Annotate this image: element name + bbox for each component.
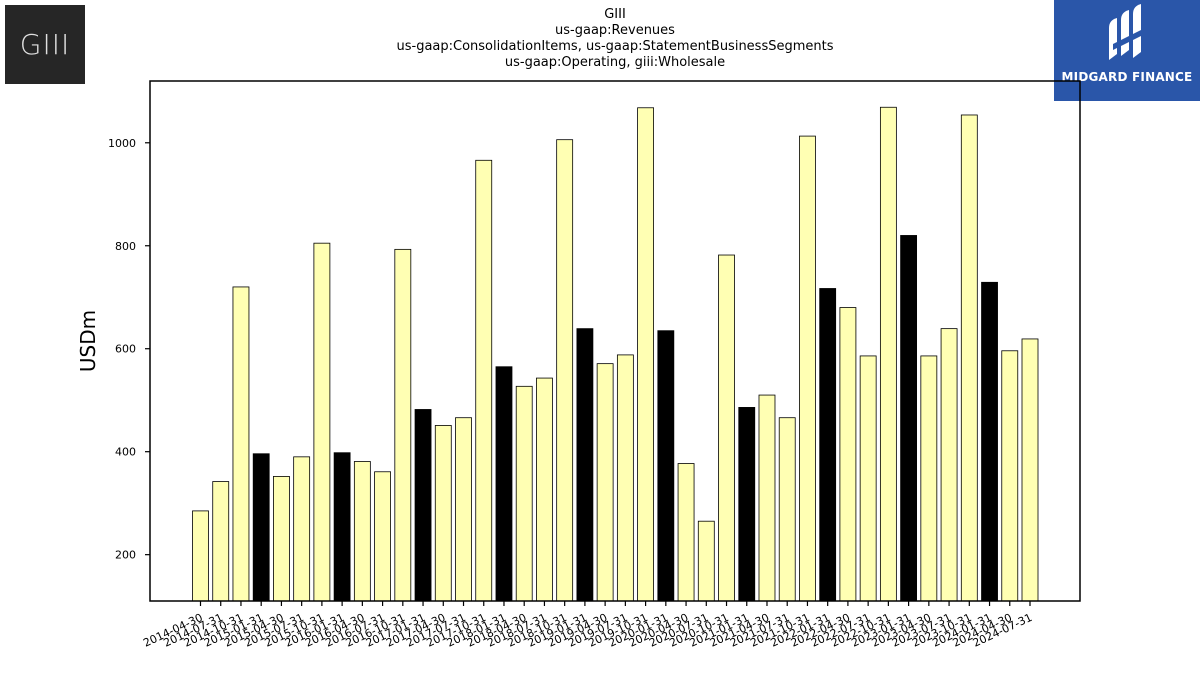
bar-2019-07-31 [616,354,634,602]
bar-2016-01-31 [333,452,351,602]
bar-2018-10-31 [556,139,574,602]
bar-2020-07-31 [697,520,715,602]
y-tick-label-400: 400 [115,446,136,459]
bar-2022-10-31 [879,106,897,602]
giii-logo-text: GIII [19,28,71,61]
y-tick-label-200: 200 [115,549,136,562]
bar-2016-07-31 [374,471,391,602]
bar-2015-01-31 [252,453,270,602]
midgard-mark-icon [1109,4,1145,60]
bar-2023-07-31 [940,328,958,602]
bar-2017-04-30 [434,425,452,602]
bar-2020-01-31 [657,330,675,602]
bar-2021-07-31 [778,417,796,602]
y-axis: 200 400 600 800 1000 [108,137,150,562]
bar-2016-10-31 [394,248,412,602]
y-axis-label: USDm [76,310,100,372]
bar-2021-10-31 [799,135,816,602]
bar-2015-10-31 [313,242,331,602]
bar-2024-04-30 [1001,350,1019,602]
bar-2023-01-31 [900,235,918,602]
bar-2017-01-31 [414,409,432,602]
x-axis: 2014-04-302014-07-312014-10-312015-01-31… [141,601,1034,650]
giii-logo: GIII [5,5,85,84]
chart-title-line-1: GIII [604,7,626,22]
bar-2017-10-31 [475,159,493,602]
y-tick-label-800: 800 [115,240,136,253]
chart-title-line-2: us-gaap:Revenues [555,23,675,38]
midgard-finance-logo: MIDGARD FINANCE [1054,0,1200,101]
bar-2023-04-30 [920,355,938,602]
bar-2016-04-30 [353,461,371,602]
bar-2022-01-31 [819,288,837,602]
bar-2015-04-30 [273,476,290,602]
y-tick-label-600: 600 [115,343,136,356]
bar-2018-01-31 [495,366,513,602]
chart-title-line-4: us-gaap:Operating, giii:Wholesale [504,55,726,70]
bar-2018-07-31 [536,377,553,602]
chart-title: GIII us-gaap:Revenues us-gaap:Consolidat… [0,7,1200,71]
y-tick-label-1000: 1000 [108,137,136,150]
bar-2019-10-31 [637,107,654,602]
bar-2019-01-31 [576,328,594,602]
bar-2014-10-31 [232,286,250,602]
bar-2014-07-31 [212,481,230,602]
midgard-logo-text: MIDGARD FINANCE [1061,70,1193,84]
bar-2020-04-30 [677,463,695,602]
bar-2021-01-31 [738,407,756,602]
bar-2024-01-31 [981,281,998,602]
bar-2022-04-30 [839,307,857,602]
bar-2022-07-31 [859,355,877,602]
plot-frame [149,80,1081,602]
bar-2020-10-31 [718,254,735,602]
bar-2024-07-31 [1021,338,1039,602]
bar-2014-04-30 [192,510,209,602]
bar-2017-07-31 [455,417,472,602]
chart-title-line-3: us-gaap:ConsolidationItems, us-gaap:Stat… [396,39,834,54]
bar-2021-04-30 [758,394,776,602]
bar-2019-04-30 [596,363,614,602]
bar-2023-10-31 [960,114,978,602]
bar-2018-04-30 [515,385,533,602]
bars-group [192,106,1039,602]
bar-2015-07-31 [293,456,311,602]
